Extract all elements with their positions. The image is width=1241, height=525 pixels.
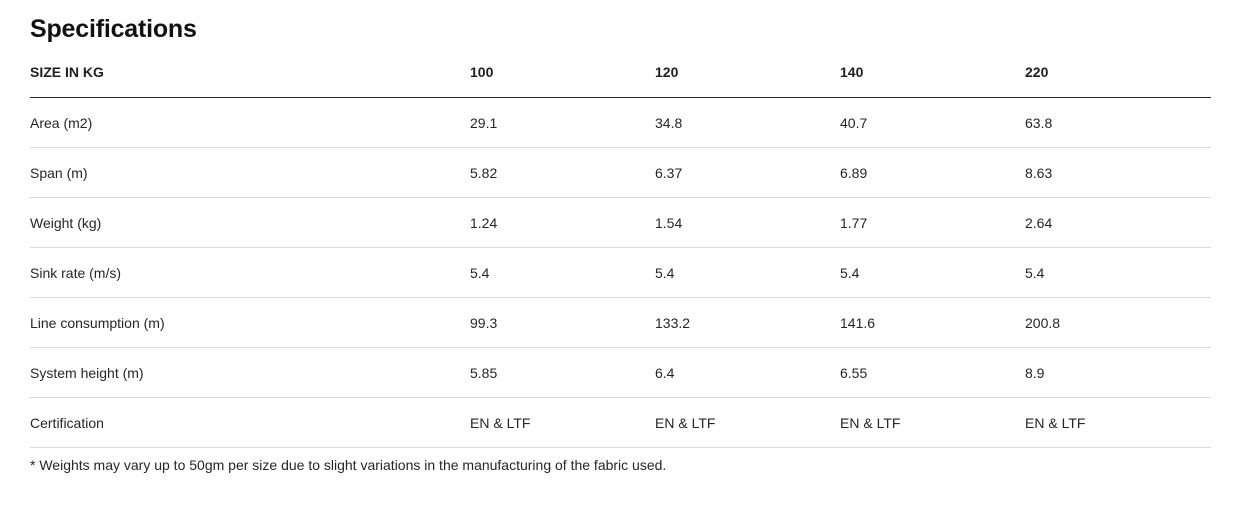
spec-row-label: Line consumption (m) (30, 314, 165, 331)
spec-row-label: Sink rate (m/s) (30, 264, 122, 281)
spec-value: 40.7 (840, 114, 868, 131)
column-header-120: 120 (655, 63, 679, 80)
spec-value: 141.6 (840, 314, 876, 331)
spec-value: 133.2 (655, 314, 691, 331)
spec-value: 5.4 (840, 264, 860, 281)
spec-row-label: System height (m) (30, 364, 144, 381)
spec-value: 1.24 (470, 214, 498, 231)
spec-value: 29.1 (470, 114, 498, 131)
spec-value: 1.54 (655, 214, 683, 231)
spec-value: 2.64 (1025, 214, 1053, 231)
column-header-100: 100 (470, 63, 494, 80)
table-header-row: SIZE IN KG 100 120 140 220 (30, 46, 1211, 98)
spec-row-label: Span (m) (30, 164, 88, 181)
spec-row-label: Certification (30, 414, 104, 431)
spec-value: EN & LTF (1025, 414, 1086, 431)
spec-value: 5.4 (1025, 264, 1045, 281)
spec-value: EN & LTF (470, 414, 531, 431)
table-row-sink-rate: Sink rate (m/s) 5.4 5.4 5.4 5.4 (30, 248, 1211, 298)
spec-value: 6.4 (655, 364, 675, 381)
spec-value: 5.82 (470, 164, 498, 181)
spec-value: 8.63 (1025, 164, 1053, 181)
column-header-140: 140 (840, 63, 864, 80)
footnote: * Weights may vary up to 50gm per size d… (30, 457, 667, 473)
column-header-220: 220 (1025, 63, 1049, 80)
spec-row-label: Weight (kg) (30, 214, 102, 231)
spec-value: 6.37 (655, 164, 683, 181)
spec-value: 5.85 (470, 364, 498, 381)
table-row-span: Span (m) 5.82 6.37 6.89 8.63 (30, 148, 1211, 198)
table-row-weight: Weight (kg) 1.24 1.54 1.77 2.64 (30, 198, 1211, 248)
specifications-table: SIZE IN KG 100 120 140 220 Area (m2) 29.… (30, 46, 1211, 448)
spec-value: 6.55 (840, 364, 868, 381)
spec-value: 200.8 (1025, 314, 1061, 331)
specifications-section: Specifications SIZE IN KG 100 120 140 22… (0, 12, 1241, 474)
spec-row-label: Area (m2) (30, 114, 93, 131)
spec-value: 34.8 (655, 114, 683, 131)
table-row-system-height: System height (m) 5.85 6.4 6.55 8.9 (30, 348, 1211, 398)
spec-value: 1.77 (840, 214, 868, 231)
spec-value: 5.4 (655, 264, 675, 281)
spec-value: 63.8 (1025, 114, 1053, 131)
spec-value: 8.9 (1025, 364, 1045, 381)
column-header-size-in-kg: SIZE IN KG (30, 63, 104, 80)
table-row-area: Area (m2) 29.1 34.8 40.7 63.8 (30, 98, 1211, 148)
spec-value: 6.89 (840, 164, 868, 181)
spec-value: EN & LTF (840, 414, 901, 431)
spec-value: 5.4 (470, 264, 490, 281)
table-row-line-consumption: Line consumption (m) 99.3 133.2 141.6 20… (30, 298, 1211, 348)
spec-value: EN & LTF (655, 414, 716, 431)
spec-value: 99.3 (470, 314, 498, 331)
table-row-certification: Certification EN & LTF EN & LTF EN & LTF… (30, 398, 1211, 448)
page-title: Specifications (30, 15, 197, 43)
